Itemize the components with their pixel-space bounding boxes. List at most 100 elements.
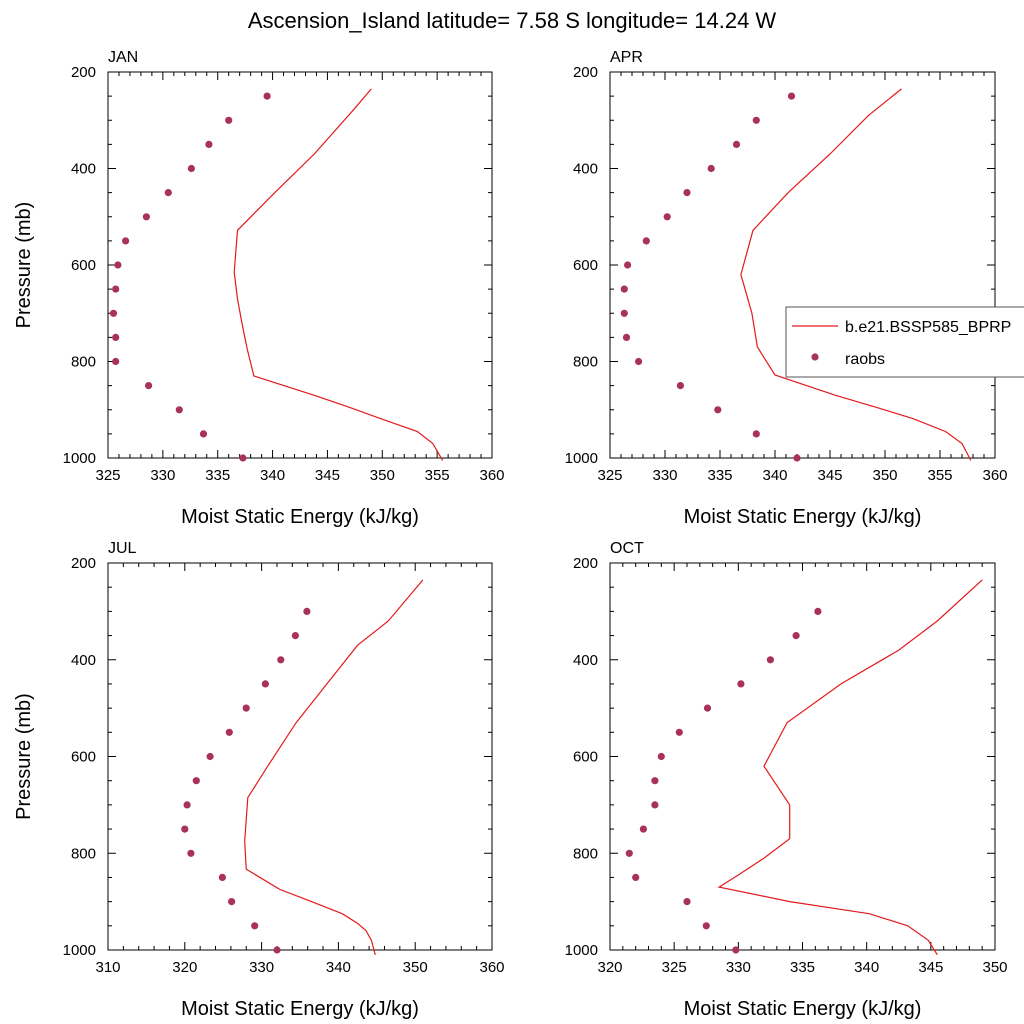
x-tick-label: 350 xyxy=(403,959,428,976)
plot-frame xyxy=(107,562,493,951)
y-tick-label: 600 xyxy=(71,749,96,766)
raobs-point xyxy=(676,382,685,390)
x-axis-label: Moist Static Energy (kJ/kg) xyxy=(181,998,419,1020)
raobs-point xyxy=(192,777,200,785)
y-axis-label: Pressure (mb) xyxy=(13,202,35,329)
x-tick-label: 335 xyxy=(790,959,815,976)
x-tick-label: 310 xyxy=(95,959,120,976)
raobs-point xyxy=(766,656,775,664)
plot-frame xyxy=(609,71,996,459)
raobs-point xyxy=(251,922,259,930)
x-tick-label: 345 xyxy=(918,959,943,976)
model-series-line xyxy=(740,88,972,461)
raobs-point xyxy=(620,309,628,317)
x-tick-label: 355 xyxy=(425,467,450,484)
raobs-point xyxy=(642,237,650,245)
legend-marker-swatch xyxy=(811,353,819,361)
model-series-line xyxy=(717,579,983,956)
x-tick-label: 345 xyxy=(315,467,340,484)
model-series-line xyxy=(244,579,424,955)
y-tick-label: 200 xyxy=(573,555,598,572)
raobs-point xyxy=(112,333,120,341)
raobs-point xyxy=(635,357,643,366)
raobs-point xyxy=(663,213,671,221)
raobs-point xyxy=(112,285,120,293)
y-tick-label: 200 xyxy=(71,64,96,81)
y-tick-label: 400 xyxy=(71,652,96,669)
raobs-point xyxy=(273,946,281,954)
x-tick-label: 330 xyxy=(150,467,175,484)
y-tick-label: 600 xyxy=(71,257,96,274)
y-tick-label: 800 xyxy=(71,354,96,371)
raobs-point xyxy=(702,922,710,930)
plot-frame xyxy=(107,71,493,459)
y-tick-label: 1000 xyxy=(565,942,598,959)
x-tick-label: 360 xyxy=(479,959,504,976)
raobs-point xyxy=(145,382,153,390)
x-tick-label: 320 xyxy=(172,959,197,976)
raobs-point xyxy=(225,116,233,124)
x-tick-label: 335 xyxy=(707,467,732,484)
raobs-point xyxy=(261,680,269,688)
y-tick-label: 1000 xyxy=(63,450,96,467)
x-tick-label: 330 xyxy=(726,959,751,976)
raobs-point xyxy=(657,752,665,761)
x-axis-label: Moist Static Energy (kJ/kg) xyxy=(684,998,922,1020)
raobs-point xyxy=(205,140,213,148)
raobs-point xyxy=(122,237,130,245)
raobs-point xyxy=(675,728,683,736)
x-tick-label: 360 xyxy=(982,467,1007,484)
x-tick-label: 350 xyxy=(872,467,897,484)
raobs-point xyxy=(109,309,118,317)
y-tick-label: 800 xyxy=(71,845,96,862)
raobs-point xyxy=(625,849,633,857)
raobs-point xyxy=(737,680,745,688)
y-tick-label: 800 xyxy=(573,845,598,862)
raobs-point xyxy=(814,607,822,616)
y-tick-label: 200 xyxy=(573,64,598,81)
raobs-point xyxy=(624,261,632,269)
x-tick-label: 350 xyxy=(982,959,1007,976)
raobs-point xyxy=(732,946,740,954)
raobs-point xyxy=(792,632,800,640)
legend-obs-label: raobs xyxy=(845,351,885,368)
x-tick-label: 320 xyxy=(597,959,622,976)
model-series-line xyxy=(233,88,444,461)
x-tick-label: 325 xyxy=(597,467,622,484)
raobs-point xyxy=(239,454,247,462)
x-axis-label: Moist Static Energy (kJ/kg) xyxy=(181,506,419,528)
panel-jul: JUL 310 320 330 340 350 360 200 400 600 800 1000 Moi… xyxy=(13,540,505,1020)
raobs-point xyxy=(225,728,233,736)
legend-box xyxy=(785,306,1024,378)
page-title: Ascension_Island latitude= 7.58 S longit… xyxy=(248,8,777,33)
raobs-point xyxy=(703,704,712,712)
raobs-point xyxy=(218,873,226,882)
x-tick-label: 330 xyxy=(249,959,274,976)
x-tick-label: 325 xyxy=(95,467,120,484)
raobs-point xyxy=(291,632,299,640)
y-axis-label: Pressure (mb) xyxy=(13,693,35,820)
x-tick-label: 355 xyxy=(927,467,952,484)
y-tick-label: 400 xyxy=(573,652,598,669)
panel-title: OCT xyxy=(610,540,644,557)
raobs-point xyxy=(683,189,691,197)
x-tick-label: 340 xyxy=(762,467,787,484)
raobs-point xyxy=(164,189,172,197)
y-tick-label: 1000 xyxy=(63,942,96,959)
y-tick-label: 1000 xyxy=(565,450,598,467)
x-tick-label: 335 xyxy=(205,467,230,484)
raobs-point xyxy=(620,285,628,293)
x-tick-label: 360 xyxy=(479,467,504,484)
raobs-point xyxy=(187,849,195,857)
raobs-point xyxy=(303,607,311,616)
x-tick-label: 325 xyxy=(662,959,687,976)
legend-model-label: b.e21.BSSP585_BPRP xyxy=(845,319,1011,336)
raobs-point xyxy=(752,116,760,124)
raobs-point xyxy=(112,357,120,366)
raobs-point xyxy=(707,164,715,173)
raobs-point xyxy=(263,92,271,100)
y-tick-label: 800 xyxy=(573,354,598,371)
panel-title: APR xyxy=(610,49,643,66)
